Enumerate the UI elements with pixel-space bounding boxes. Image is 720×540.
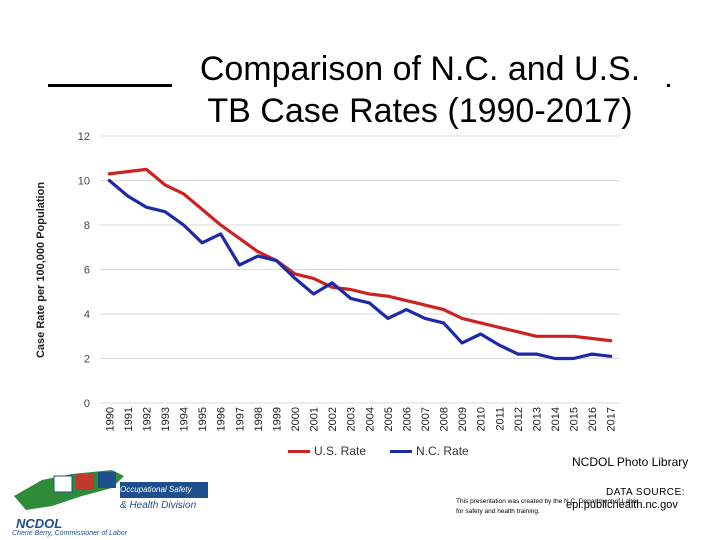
- title-dot: [667, 84, 670, 87]
- division-line1: Occupational Safety: [120, 485, 192, 494]
- agency-name: NCDOL: [16, 516, 63, 531]
- footnote: This presentation was created by the N.C…: [456, 498, 639, 515]
- x-tick-label: 2004: [364, 407, 376, 431]
- x-tick-label: 1999: [271, 407, 283, 431]
- chart-title: Comparison of N.C. and U.S. TB Case Rate…: [150, 48, 690, 132]
- x-tick-label: 1994: [179, 407, 191, 431]
- x-tick-label: 2005: [383, 407, 395, 431]
- x-tick-label: 2017: [606, 407, 618, 431]
- series-line-nc: [107, 178, 613, 361]
- x-tick-label: 2010: [476, 407, 488, 431]
- division-line2: & Health Division: [120, 500, 197, 511]
- x-tick-label: 2014: [550, 407, 562, 431]
- x-tick-label: 2002: [327, 407, 339, 431]
- y-tick-label: 0: [84, 398, 90, 410]
- x-tick-label: 2011: [494, 407, 506, 431]
- legend-item-us: U.S. Rate: [288, 444, 366, 458]
- x-tick-label: 2000: [290, 407, 302, 431]
- x-tick-label: 1990: [104, 407, 116, 431]
- division-name: Occupational Safety & Health Division: [120, 485, 197, 512]
- x-tick-label: 2006: [401, 407, 413, 431]
- x-tick-label: 1997: [234, 407, 246, 431]
- x-tick-label: 2012: [513, 407, 525, 431]
- x-tick-label: 1992: [141, 407, 153, 431]
- x-tick-label: 1991: [123, 407, 135, 431]
- y-axis-label: Case Rate per 100,000 Population: [35, 182, 47, 358]
- y-tick-label: 6: [84, 265, 90, 277]
- x-tick-label: 2013: [531, 407, 543, 431]
- commissioner-signature: Cherie Berry, Commissioner of Labor: [12, 530, 128, 537]
- x-tick-label: 2008: [439, 407, 451, 431]
- x-tick-label: 2015: [569, 407, 581, 431]
- title-rule: [48, 84, 172, 87]
- legend-item-nc: N.C. Rate: [390, 444, 469, 458]
- y-tick-label: 8: [84, 220, 90, 232]
- ncdol-logo-icon: [14, 470, 208, 510]
- x-tick-label: 1998: [253, 407, 265, 431]
- x-tick-label: 2001: [309, 407, 321, 431]
- x-tick-label: 2007: [420, 407, 432, 431]
- photo-library-credit: NCDOL Photo Library: [572, 455, 689, 469]
- legend-swatch-nc: [390, 449, 413, 453]
- y-tick-label: 4: [84, 309, 90, 321]
- x-tick-label: 2009: [457, 407, 469, 431]
- chart-title-line1: Comparison of N.C. and U.S.: [199, 50, 641, 88]
- x-tick-label: 1996: [216, 407, 228, 431]
- data-source-site: epi.publichealth.nc.gov: [566, 499, 678, 511]
- legend-label-nc: N.C. Rate: [416, 444, 469, 458]
- series-line-us: [107, 167, 613, 343]
- x-tick-label: 2003: [346, 407, 358, 431]
- legend-swatch-us: [288, 449, 310, 453]
- chart-legend: U.S. Rate N.C. Rate: [288, 444, 469, 458]
- y-tick-label: 2: [84, 354, 90, 366]
- chart-title-line2: TB Case Rates (1990-2017): [207, 92, 633, 130]
- x-tick-label: 2016: [587, 407, 599, 431]
- y-tick-label: 12: [78, 131, 90, 143]
- legend-label-us: U.S. Rate: [314, 444, 367, 458]
- x-tick-label: 1993: [160, 407, 172, 431]
- data-source-label: DATA SOURCE:: [606, 487, 685, 498]
- x-tick-label: 1995: [197, 407, 209, 431]
- y-tick-label: 10: [78, 176, 90, 188]
